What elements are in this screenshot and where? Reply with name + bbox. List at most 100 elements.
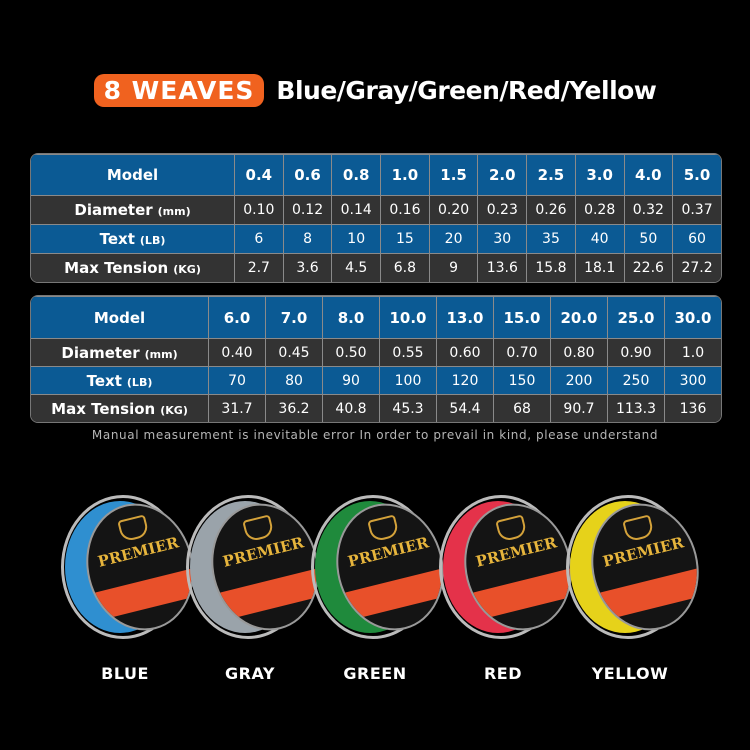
cell-text: 70 [208,366,265,394]
row-label: Diameter (mm) [31,195,234,224]
cell-text: 60 [672,224,721,253]
cell-diameter: 0.20 [428,195,478,224]
row-label: Model [31,154,234,195]
cell-tension: 54.4 [436,394,493,422]
spool-gray: PREMIER [186,492,332,645]
spool-green: PREMIER [311,492,457,645]
row-label-text: Max Tension [64,259,169,277]
title: 8 WEAVES Blue/Gray/Green/Red/Yellow [0,74,750,107]
cell-text: 50 [623,224,673,253]
cell-diameter: 0.32 [623,195,673,224]
cell-tension: 27.2 [672,253,721,282]
cell-model: 15.0 [493,296,550,338]
brand-logo-icon [495,514,528,543]
cell-text: 6 [234,224,283,253]
cell-diameter: 0.70 [493,338,550,366]
cell-tension: 113.3 [607,394,664,422]
cell-diameter: 0.55 [379,338,436,366]
spool-name: YELLOW [591,664,669,683]
cell-tension: 45.3 [379,394,436,422]
cell-text: 20 [428,224,478,253]
cell-model: 1.0 [380,154,429,195]
row-label-text: Text [86,371,122,390]
cell-text: 8 [282,224,332,253]
cell-diameter: 0.90 [607,338,664,366]
cell-model: 20.0 [550,296,607,338]
cell-model: 4.0 [623,154,673,195]
cell-diameter: 0.28 [574,195,624,224]
row-tension: Max Tension (KG) 31.7 36.2 40.8 45.3 54.4 68 90.… [31,394,721,422]
cell-model: 30.0 [664,296,721,338]
cell-diameter: 0.10 [234,195,283,224]
brand-logo-icon [622,514,655,543]
cell-model: 0.4 [234,154,283,195]
brand-logo-icon [367,514,400,543]
cell-tension: 13.6 [477,253,527,282]
unit-label: (LB) [126,375,153,389]
cell-tension: 40.8 [322,394,379,422]
label-band [598,567,709,621]
label-band [343,567,454,621]
cell-model: 2.5 [526,154,575,195]
spool-name: GRAY [225,664,275,683]
cell-tension: 36.2 [265,394,322,422]
brand-logo-icon [242,514,275,543]
row-model: Model 0.4 0.6 0.8 1.0 1.5 2.0 2.5 3.0 4.0 5.0 [31,154,721,195]
cell-text: 15 [380,224,429,253]
cell-text: 40 [574,224,624,253]
cell-text: 100 [379,366,436,394]
cell-diameter: 0.14 [331,195,381,224]
cell-tension: 31.7 [208,394,265,422]
row-label: Text (LB) [31,224,234,253]
cell-tension: 9 [428,253,478,282]
cell-model: 3.0 [574,154,624,195]
cell-diameter: 0.45 [265,338,322,366]
cell-tension: 2.7 [234,253,283,282]
cell-text: 200 [550,366,607,394]
measurement-note: Manual measurement is inevitable error I… [91,428,659,442]
cell-diameter: 0.50 [322,338,379,366]
row-tension: Max Tension (KG) 2.7 3.6 4.5 6.8 9 13.6 15.8 18.1… [31,253,721,282]
spool-name: GREEN [343,664,407,683]
spool-blue: PREMIER [61,492,207,645]
cell-diameter: 0.80 [550,338,607,366]
cell-diameter: 1.0 [664,338,721,366]
cell-text: 120 [436,366,493,394]
cell-diameter: 0.37 [672,195,721,224]
cell-tension: 18.1 [574,253,624,282]
row-label: Max Tension (KG) [31,394,208,422]
unit-label: (KG) [173,263,201,276]
cell-diameter: 0.26 [526,195,575,224]
spool-yellow: PREMIER [566,492,712,645]
cell-text: 30 [477,224,527,253]
cell-text: 90 [322,366,379,394]
cell-diameter: 0.40 [208,338,265,366]
cell-tension: 136 [664,394,721,422]
cell-text: 250 [607,366,664,394]
cell-tension: 90.7 [550,394,607,422]
row-label-text: Diameter [74,201,153,219]
unit-label: (mm) [144,347,178,361]
cell-text: 300 [664,366,721,394]
unit-label: (mm) [157,205,191,218]
row-label-text: Model [93,308,146,327]
row-label-text: Max Tension [51,399,156,418]
cell-text: 80 [265,366,322,394]
row-label-text: Diameter [61,343,140,362]
cell-model: 1.5 [428,154,478,195]
spec-table-1: Model 0.4 0.6 0.8 1.0 1.5 2.0 2.5 3.0 4.0 5.0 Diame… [30,153,722,283]
cell-tension: 3.6 [282,253,332,282]
cell-model: 10.0 [379,296,436,338]
cell-text: 10 [331,224,381,253]
row-label: Model [31,296,208,338]
row-label: Max Tension (KG) [31,253,234,282]
brand-logo-icon [117,514,150,543]
cell-tension: 22.6 [623,253,673,282]
cell-model: 5.0 [672,154,721,195]
cell-model: 8.0 [322,296,379,338]
cell-model: 0.8 [331,154,381,195]
cell-text: 150 [493,366,550,394]
row-text: Text (LB) 70 80 90 100 120 150 200 250 300 [31,366,721,394]
cell-tension: 68 [493,394,550,422]
cell-diameter: 0.60 [436,338,493,366]
